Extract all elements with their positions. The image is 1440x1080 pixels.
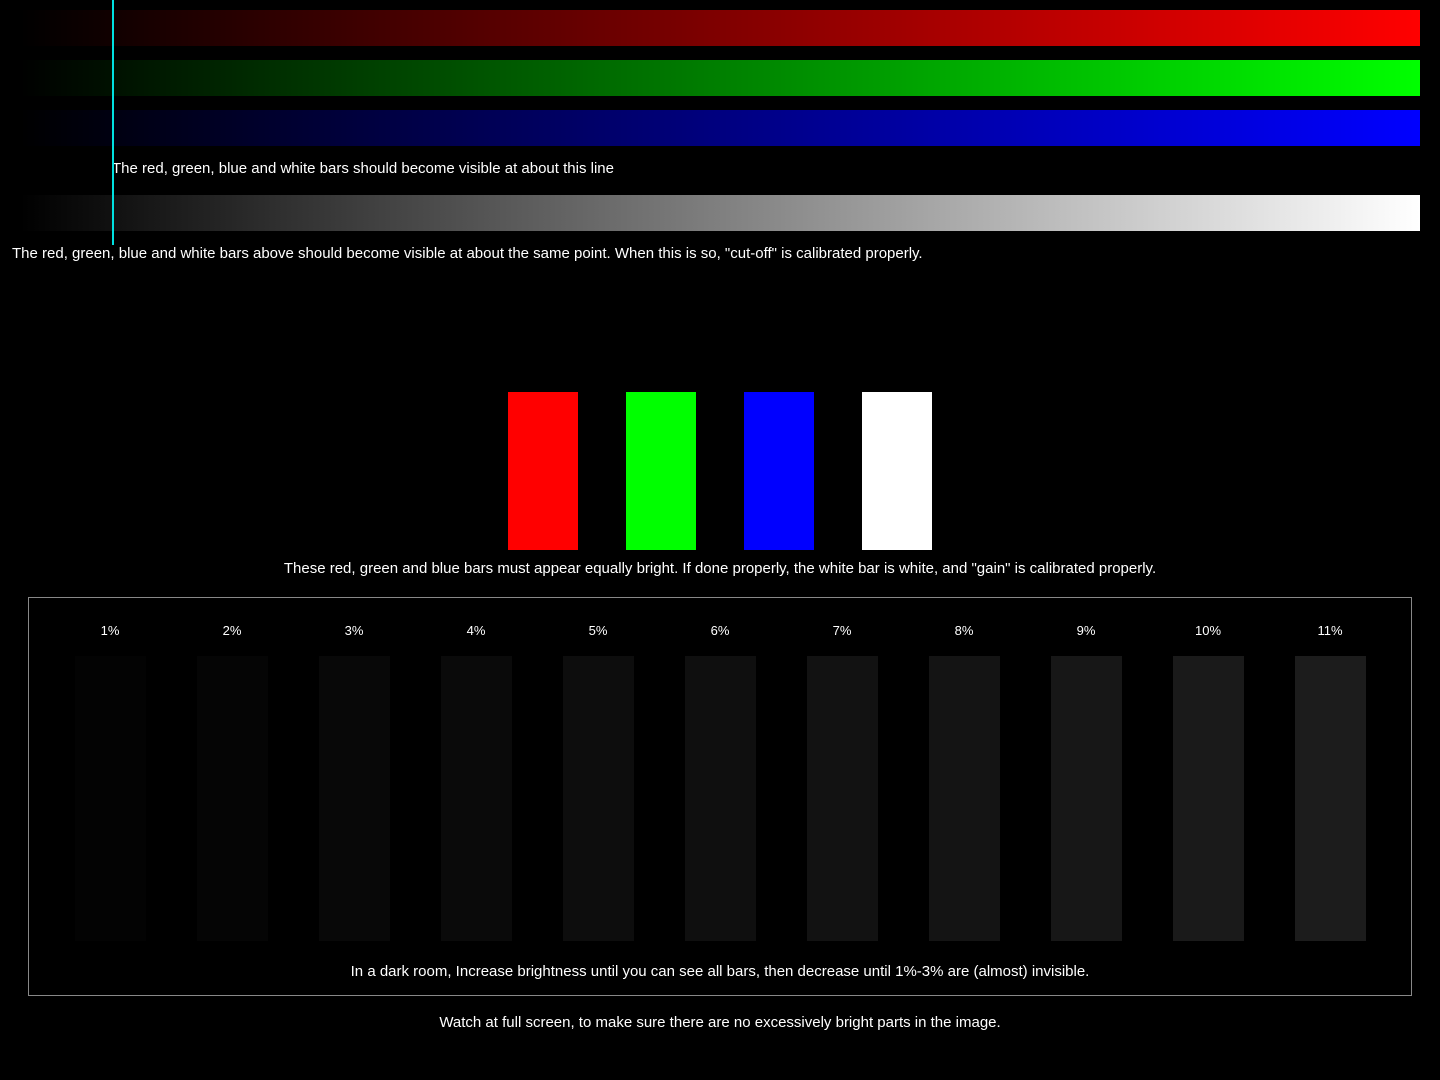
brightness-item: 8% (929, 623, 1000, 941)
brightness-label: 1% (101, 623, 120, 638)
brightness-item: 9% (1051, 623, 1122, 941)
gain-block-white (862, 392, 932, 550)
brightness-label: 3% (345, 623, 364, 638)
brightness-label: 6% (711, 623, 730, 638)
brightness-item: 11% (1295, 623, 1366, 941)
brightness-caption: In a dark room, Increase brightness unti… (49, 963, 1391, 980)
brightness-item: 5% (563, 623, 634, 941)
brightness-bar (1051, 656, 1122, 941)
brightness-item: 4% (441, 623, 512, 941)
brightness-bar (197, 656, 268, 941)
brightness-label: 2% (223, 623, 242, 638)
brightness-bar (929, 656, 1000, 941)
calibration-line (112, 0, 114, 245)
gain-block-green (626, 392, 696, 550)
gain-blocks-row (0, 392, 1440, 550)
brightness-label: 7% (833, 623, 852, 638)
brightness-label: 4% (467, 623, 486, 638)
brightness-item: 1% (75, 623, 146, 941)
brightness-bar (807, 656, 878, 941)
brightness-item: 3% (319, 623, 390, 941)
brightness-bar (1173, 656, 1244, 941)
gradient-bar-green (20, 60, 1420, 96)
gain-block-blue (744, 392, 814, 550)
gradient-bar-red (20, 10, 1420, 46)
footer-text: Watch at full screen, to make sure there… (0, 1014, 1440, 1031)
brightness-label: 9% (1077, 623, 1096, 638)
brightness-item: 7% (807, 623, 878, 941)
brightness-bar (1295, 656, 1366, 941)
brightness-label: 5% (589, 623, 608, 638)
brightness-item: 2% (197, 623, 268, 941)
brightness-bar (441, 656, 512, 941)
gradient-cutoff-section: The red, green, blue and white bars shou… (0, 0, 1440, 262)
cutoff-below-text: The red, green, blue and white bars abov… (12, 245, 1420, 262)
gain-section: These red, green and blue bars must appe… (0, 392, 1440, 577)
brightness-section: 1% 2% 3% 4% 5% 6% 7% 8% 9% 10% 11% In a dark room,… (28, 597, 1412, 996)
brightness-label: 11% (1317, 623, 1342, 638)
brightness-label: 8% (955, 623, 974, 638)
brightness-bar (75, 656, 146, 941)
brightness-bar (319, 656, 390, 941)
gain-block-red (508, 392, 578, 550)
brightness-item: 6% (685, 623, 756, 941)
gradient-bar-blue (20, 110, 1420, 146)
gain-caption: These red, green and blue bars must appe… (0, 560, 1440, 577)
brightness-bar (685, 656, 756, 941)
cutoff-inline-text: The red, green, blue and white bars shou… (112, 160, 1420, 177)
brightness-item: 10% (1173, 623, 1244, 941)
gradient-bar-white (20, 195, 1420, 231)
brightness-label: 10% (1195, 623, 1221, 638)
brightness-row: 1% 2% 3% 4% 5% 6% 7% 8% 9% 10% 11% (49, 623, 1391, 941)
brightness-bar (563, 656, 634, 941)
